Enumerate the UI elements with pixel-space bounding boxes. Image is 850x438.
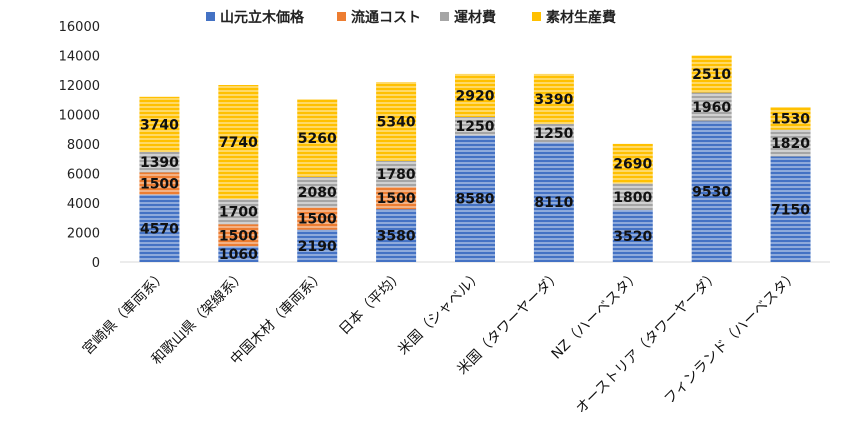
data-label: 2080: [298, 185, 337, 201]
x-axis-labels: 宮崎県（車両系）和歌山県（架線系）中国木材（車両系） 日本（平均）米国（シャベル）…: [79, 267, 801, 417]
data-label: 9530: [692, 185, 731, 201]
legend-label: 運材費: [454, 9, 496, 26]
bar-segment: [691, 55, 732, 93]
y-tick-label: 4000: [67, 197, 100, 212]
y-tick-label: 2000: [67, 227, 100, 242]
bar-segment: [376, 82, 417, 161]
data-label: 1060: [219, 247, 258, 263]
data-label: 1500: [377, 191, 416, 207]
x-category-label: オーストリア（タワーヤーダ）: [573, 268, 722, 417]
legend-swatch: [337, 12, 346, 21]
bar-segment: [612, 143, 653, 184]
bar-segment: [297, 99, 338, 177]
data-label: 5340: [377, 114, 416, 130]
data-label: 1500: [140, 177, 179, 193]
y-tick-label: 10000: [59, 109, 100, 124]
bar-segment: [612, 210, 653, 262]
y-tick-label: 14000: [59, 50, 100, 65]
data-label: 1250: [534, 126, 573, 142]
legend-swatch: [440, 12, 449, 21]
data-label: 3740: [140, 117, 179, 133]
bar-segment: [376, 160, 417, 188]
bar-segment: [218, 224, 259, 247]
data-label: 2510: [692, 67, 731, 83]
bar-segment: [691, 121, 732, 263]
bar-segment: [533, 142, 574, 262]
data-label: 2690: [613, 157, 652, 173]
bar-segment: [218, 199, 259, 225]
data-label: 1390: [140, 155, 179, 171]
legend-label: 流通コスト: [351, 9, 421, 26]
y-tick-label: 12000: [59, 79, 100, 94]
bar-segment: [770, 156, 811, 262]
legend-label: 素材生産費: [546, 9, 616, 26]
data-label: 5260: [298, 131, 337, 147]
data-label: 8580: [456, 192, 495, 208]
data-label: 1500: [298, 212, 337, 228]
data-label: 1820: [771, 136, 810, 152]
bar-segment: [770, 129, 811, 157]
data-label: 1700: [219, 205, 258, 221]
bar-segment: [533, 123, 574, 143]
legend-label: 山元立木価格: [220, 9, 305, 26]
bars: 4570 1500 1390 3740 1060 1500 1700 7740 2190 1500…: [139, 55, 811, 263]
data-label: 1500: [219, 228, 258, 244]
bar-segment: [376, 187, 417, 210]
data-label: 1780: [377, 167, 416, 183]
bar-segment: [533, 73, 574, 124]
bar-segment: [139, 172, 180, 195]
data-label: 7150: [771, 202, 810, 218]
bar-segment: [376, 209, 417, 262]
bar-segment: [139, 151, 180, 173]
data-label: 1250: [456, 119, 495, 135]
bar-segment: [455, 73, 495, 118]
y-tick-label: 6000: [67, 168, 100, 183]
y-tick-label: 16000: [59, 20, 100, 35]
bar-segment: [297, 207, 338, 230]
data-label: 2920: [456, 88, 495, 104]
y-tick-label: 0: [92, 256, 100, 271]
data-label: 1530: [771, 111, 810, 127]
x-category-label: 日本（平均）: [336, 268, 407, 339]
x-category-label: 米国（シャベル）: [395, 268, 486, 359]
legend-swatch: [206, 12, 215, 21]
y-axis: 0 2000 4000 6000 8000 10000 12000 14000 16000: [59, 20, 100, 271]
bar-segment: [297, 229, 338, 262]
data-label: 1960: [692, 100, 731, 116]
bar-segment: [297, 176, 338, 208]
bar-segment: [455, 117, 495, 136]
bar-segment: [770, 107, 811, 130]
bar-segment: [139, 194, 180, 262]
data-label: 1800: [613, 190, 652, 206]
legend-swatch: [532, 12, 541, 21]
data-label: 3580: [377, 229, 416, 245]
bar-segment: [218, 246, 259, 262]
x-category-label: 宮崎県（車両系）: [79, 267, 170, 358]
legend: 山元立木価格 流通コスト 運材費 素材生産費: [206, 9, 616, 26]
bar-segment: [455, 135, 495, 262]
data-label: 4570: [140, 221, 179, 237]
data-label: 8110: [534, 195, 573, 211]
data-label: 2190: [298, 239, 337, 255]
bar-segment: [612, 183, 653, 211]
y-tick-label: 8000: [67, 138, 100, 153]
bar-segment: [139, 96, 180, 152]
data-label: 3390: [534, 92, 573, 108]
bar-segment: [218, 85, 259, 200]
data-label: 7740: [219, 135, 258, 151]
data-label: 3520: [613, 229, 652, 245]
x-category-label: フィンランド（ハーベスタ）: [661, 268, 801, 408]
bar-segment: [691, 92, 732, 122]
